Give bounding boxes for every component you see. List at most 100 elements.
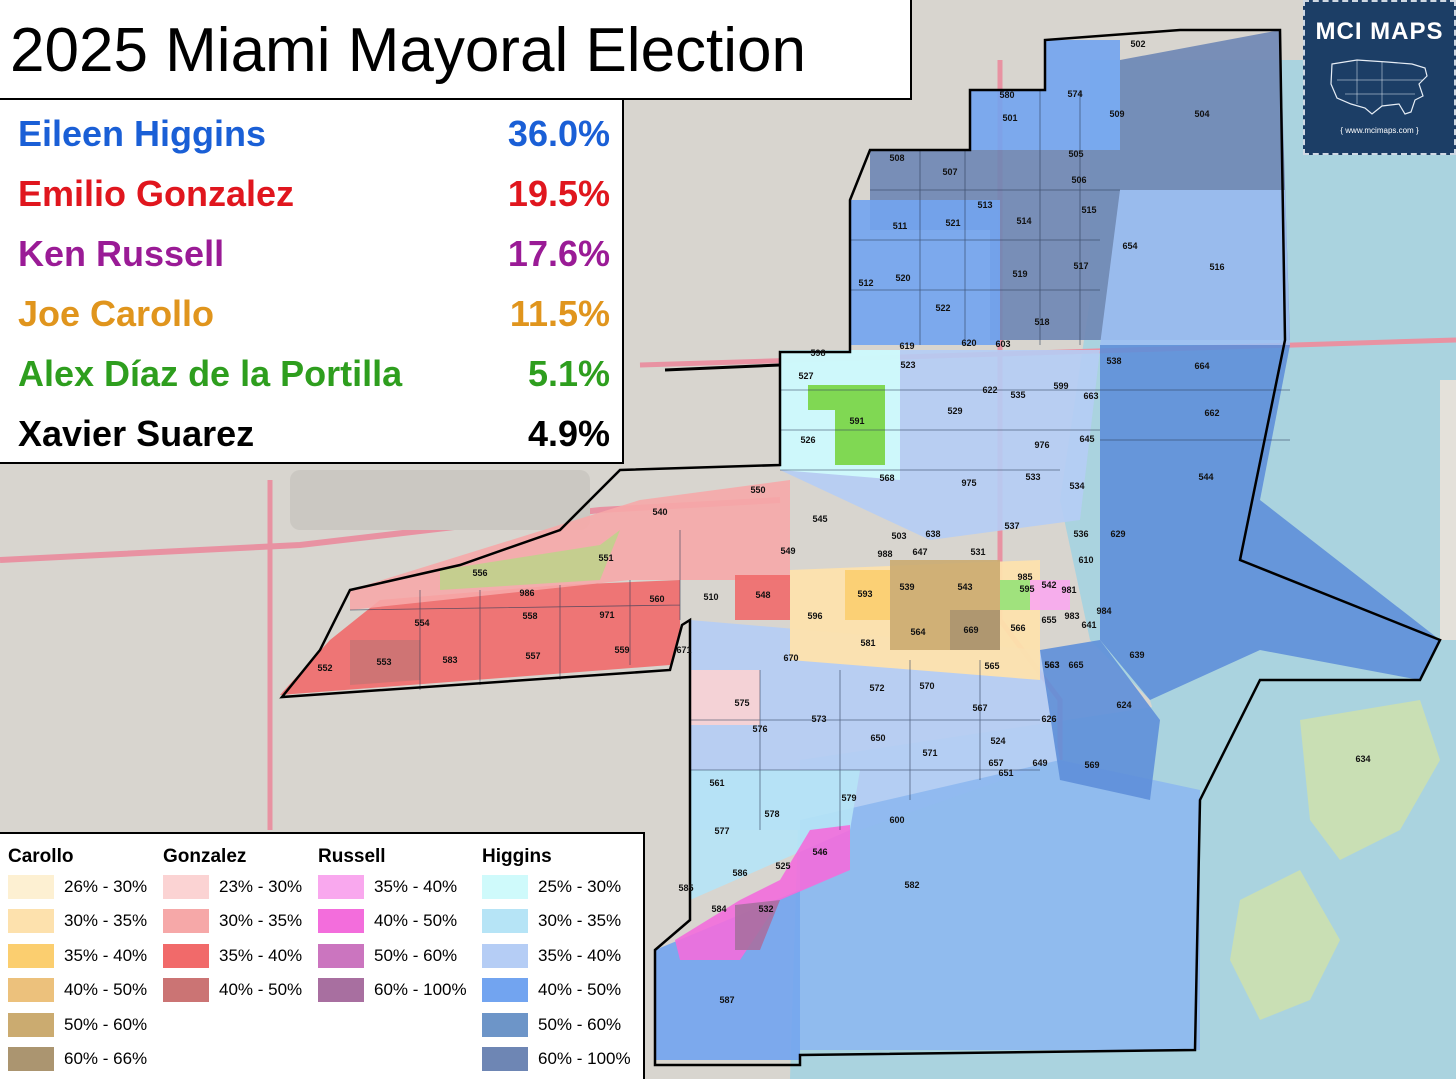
airport-area [290,470,590,530]
candidate-name: Joe Carollo [18,293,215,334]
legend-item: 40% - 50% [482,973,621,1007]
precinct-label: 567 [972,703,987,713]
candidate-name: Eileen Higgins [18,113,267,154]
precinct-label: 985 [1017,572,1032,582]
region-higgins-brickell [1040,640,1160,800]
region-higgins-port [1100,500,1440,700]
legend-col-gonzalez: Gonzalez 23% - 30% 30% - 35% 35% - 40% 4… [163,844,302,1008]
precinct-label: 520 [895,273,910,283]
precinct-label: 542 [1041,580,1056,590]
precinct-label: 598 [810,348,825,358]
precinct-label: 984 [1096,606,1111,616]
legend-label: 30% - 35% [538,911,622,931]
precinct-label: 599 [1053,381,1068,391]
legend-label: 35% - 40% [374,877,458,896]
precinct-label: 647 [912,547,927,557]
miami-beach-island [1440,380,1456,640]
logo-title: MCI MAPS [1315,18,1444,45]
precinct-label: 577 [714,826,729,836]
legend-item: 26% - 30% [8,870,147,904]
result-row-russell: Ken Russell 17.6% [18,224,610,284]
result-row-carollo: Joe Carollo 11.5% [18,284,610,344]
precinct-label: 558 [522,611,537,621]
precinct-label: 583 [442,655,457,665]
region-russell-542 [1030,580,1070,610]
precinct-label: 563 [1044,660,1059,670]
precinct-label: 655 [1041,615,1056,625]
precinct-label: 544 [1198,472,1213,482]
precinct-label: 576 [752,724,767,734]
results-panel: Eileen Higgins 36.0% Emilio Gonzalez 19.… [0,98,624,464]
precinct-label: 566 [1010,623,1025,633]
candidate-pct: 19.5% [507,173,610,214]
precinct-label: 538 [1106,356,1121,366]
precinct-label: 565 [984,661,999,671]
precinct-label: 638 [925,529,940,539]
precinct-label: 519 [1012,269,1027,279]
precinct-label: 513 [977,200,992,210]
precinct-label: 525 [775,861,790,871]
precinct-label: 510 [703,592,718,602]
precinct-label: 572 [869,683,884,693]
precinct-label: 664 [1194,361,1209,371]
precinct-label: 569 [1084,760,1099,770]
precinct-label: 981 [1061,585,1076,595]
precinct-label: 515 [1081,205,1096,215]
region-higgins-north-mid [850,200,1000,345]
precinct-label: 585 [678,883,693,893]
precinct-label: 603 [995,339,1010,349]
precinct-label: 596 [807,611,822,621]
legend-label: 35% - 40% [538,945,622,965]
result-row-suarez: Xavier Suarez 4.9% [18,404,610,464]
precinct-label: 650 [870,733,885,743]
region-portilla-591 [808,385,885,465]
precinct-label: 506 [1071,175,1086,185]
legend-item: 60% - 66% [8,1042,147,1076]
precinct-label: 501 [1002,113,1017,123]
legend-label: 40% - 50% [219,980,303,1000]
precinct-label: 595 [1019,584,1034,594]
precinct-label: 552 [317,663,332,673]
legend-label: 50% - 60% [538,1014,622,1034]
precinct-label: 591 [849,416,864,426]
region-gonzalez-dark [350,640,420,685]
legend-swatch [163,943,209,968]
legend-item: 40% - 50% [163,973,302,1007]
precinct-label: 579 [841,793,856,803]
precinct-label: 568 [879,473,894,483]
boundary-west-spur [664,363,781,372]
region-carollo-593 [845,570,890,620]
precinct-label: 559 [614,645,629,655]
legend-swatch [163,978,209,1003]
precinct-label: 535 [1010,390,1025,400]
precinct-label: 546 [812,847,827,857]
region-russell-532 [735,900,780,950]
precinct-label: 976 [1034,440,1049,450]
precinct-label: 504 [1194,109,1209,119]
region-gonzalez-548 [735,575,790,620]
legend-swatch [8,943,54,968]
region-portilla-556 [440,530,620,590]
legend-item: 40% - 50% [8,973,147,1007]
candidate-pct: 4.9% [527,413,610,454]
legend-swatch [318,943,364,968]
precinct-label: 671 [676,645,691,655]
region-higgins-edgewater [1100,345,1290,500]
precinct-label: 539 [899,582,914,592]
precinct-label: 988 [877,549,892,559]
precinct-label: 536 [1073,529,1088,539]
candidate-pct: 17.6% [507,233,610,274]
precinct-label: 641 [1081,620,1096,630]
legend-label: 26% - 30% [64,877,148,896]
city-boundary [279,28,1442,1067]
legend-swatch [8,909,54,934]
precinct-label: 586 [732,868,747,878]
legend-swatch [8,978,54,1003]
map-title: 2025 Miami Mayoral Election [10,16,807,85]
logo-url: { www.mcimaps.com } [1340,126,1419,135]
precinct-label: 624 [1116,700,1131,710]
legend-swatch [163,909,209,934]
candidate-name: Xavier Suarez [18,413,255,454]
precinct-label: 570 [919,681,934,691]
